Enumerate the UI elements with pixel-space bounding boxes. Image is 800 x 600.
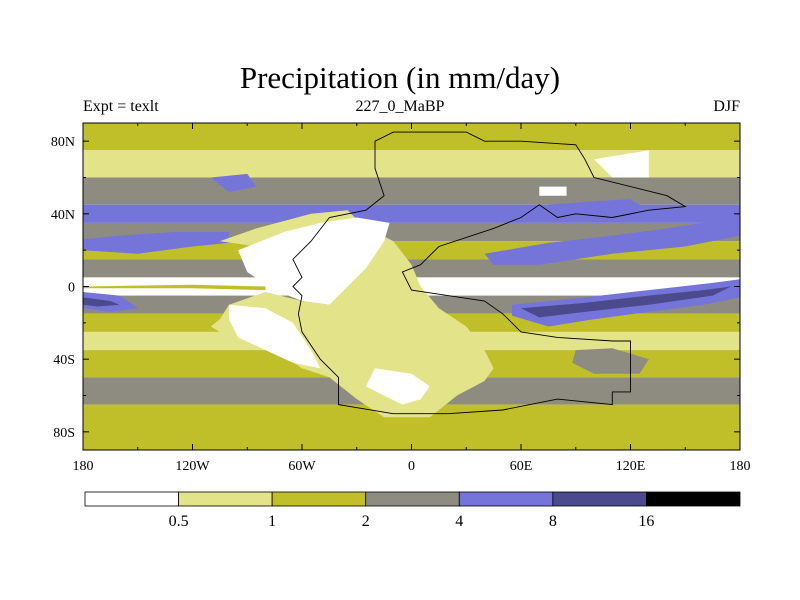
- y-tick-label: 80S: [53, 426, 75, 441]
- precip-region-11: [548, 199, 649, 218]
- precip-region-6: [229, 304, 321, 369]
- colorbar-swatch-0: [84, 491, 179, 507]
- colorbar-label: 2: [362, 513, 370, 530]
- precip-region-9: [521, 286, 731, 318]
- continent-outline: [292, 131, 687, 415]
- colorbar-label: 16: [638, 513, 654, 530]
- y-tick-label: 80N: [51, 135, 75, 150]
- x-tick-label: 60W: [288, 459, 316, 474]
- subtitle-center: 227_0_MaBP: [355, 98, 445, 115]
- precip-region-2: [83, 297, 120, 307]
- chart-title: Precipitation (in mm/day): [239, 60, 561, 95]
- colorbar-swatch-5: [552, 491, 647, 507]
- y-tick-label: 40N: [51, 208, 75, 223]
- colorbar-label: 1: [268, 513, 276, 530]
- precip-region-14: [594, 150, 649, 178]
- x-tick-label: 60E: [510, 459, 533, 474]
- x-tick-label: 0: [408, 459, 415, 474]
- axes: 180 120W 60W 0 60E 120E 180 80N 40N 0 40S 80S: [51, 123, 751, 474]
- y-tick-label: 40S: [53, 353, 75, 368]
- precip-region-10: [484, 217, 740, 265]
- colorbar: 0.5 1 2 4 8 16: [84, 491, 741, 530]
- x-tick-label: 120E: [616, 459, 646, 474]
- precip-region-0: [83, 232, 229, 254]
- colorbar-label: 4: [455, 513, 463, 530]
- subtitle-right: DJF: [713, 98, 740, 115]
- map-field: [83, 123, 740, 450]
- precip-region-7: [365, 368, 430, 405]
- x-tick-label: 180: [73, 459, 94, 474]
- colorbar-swatch-6: [646, 491, 741, 507]
- x-tick-label: 120W: [175, 459, 210, 474]
- precip-region-5: [238, 217, 390, 305]
- colorbar-label: 0.5: [169, 513, 189, 530]
- colorbar-swatch-3: [365, 491, 460, 507]
- precip-region-12: [572, 348, 649, 374]
- colorbar-swatch-4: [458, 491, 554, 507]
- lat-band-2: [83, 177, 740, 205]
- colorbar-label: 8: [549, 513, 557, 530]
- colorbar-swatch-2: [271, 491, 367, 507]
- y-tick-label: 0: [68, 281, 75, 296]
- precip-region-3: [83, 284, 266, 291]
- precip-region-4: [210, 210, 494, 418]
- colorbar-swatch-1: [178, 491, 273, 507]
- subtitle-left: Expt = texlt: [83, 98, 159, 115]
- precip-region-15: [539, 186, 567, 196]
- x-tick-label: 180: [730, 459, 751, 474]
- precip-region-13: [210, 173, 257, 192]
